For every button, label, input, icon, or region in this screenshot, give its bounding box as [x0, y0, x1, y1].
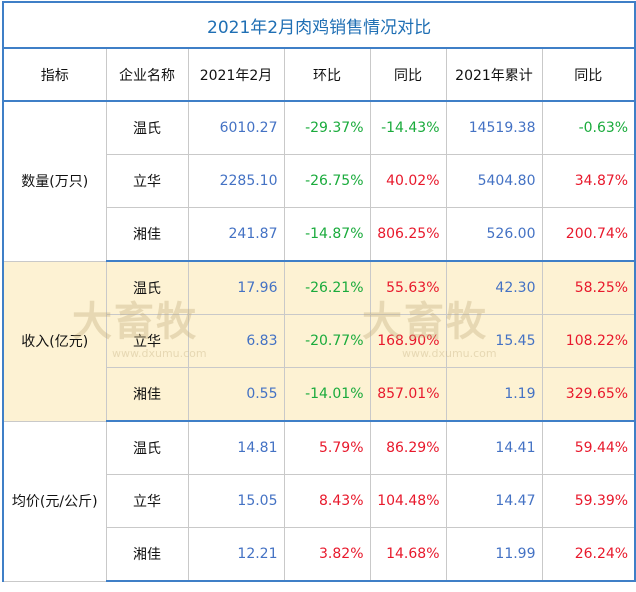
value-cell: 58.25% [541, 260, 636, 315]
header-cell: 指标 [2, 47, 107, 102]
value-cell: 55.63% [369, 260, 447, 315]
value-cell: 14.81 [187, 420, 285, 475]
header-cell: 同比 [369, 47, 447, 102]
data-row: 湘佳 241.87 -14.87% 806.25% 526.00 200.74% [3, 207, 636, 262]
value-cell: 526.00 [445, 207, 543, 262]
data-row: 立华 15.05 8.43% 104.48% 14.47 59.39% [3, 474, 636, 528]
value-cell: 3.82% [283, 527, 371, 582]
header-cell: 同比 [541, 47, 636, 102]
value-cell: 40.02% [369, 154, 447, 208]
data-row: 均价(元/公斤) 温氏 14.81 5.79% 86.29% 14.41 59.44% [2, 420, 636, 582]
value-cell: 15.45 [445, 314, 543, 368]
value-cell: 34.87% [541, 154, 636, 208]
value-cell: -14.01% [283, 367, 371, 422]
header-cell: 环比 [283, 47, 371, 102]
value-cell: -29.37% [283, 100, 371, 155]
value-cell: 86.29% [369, 420, 447, 475]
value-cell: 857.01% [369, 367, 447, 422]
value-cell: -20.77% [283, 314, 371, 368]
value-cell: 108.22% [541, 314, 636, 368]
company-cell: 湘佳 [105, 367, 189, 422]
value-cell: 14519.38 [445, 100, 543, 155]
header-cell: 企业名称 [105, 47, 189, 102]
value-cell: 11.99 [445, 527, 543, 582]
value-cell: 15.05 [187, 474, 285, 528]
group-label: 数量(万只) [2, 100, 107, 262]
value-cell: 17.96 [187, 260, 285, 315]
value-cell: 5404.80 [445, 154, 543, 208]
data-row: 立华 2285.10 -26.75% 40.02% 5404.80 34.87% [3, 154, 636, 208]
value-cell: 241.87 [187, 207, 285, 262]
company-cell: 温氏 [105, 420, 189, 475]
value-cell: -14.43% [369, 100, 447, 155]
value-cell: -26.75% [283, 154, 371, 208]
header-row: 指标 企业名称 2021年2月 环比 同比 2021年累计 同比 [2, 47, 636, 102]
value-cell: 59.39% [541, 474, 636, 528]
data-row: 立华 6.83 -20.77% 168.90% 15.45 108.22% [3, 314, 636, 368]
sales-table: 2021年2月肉鸡销售情况对比 指标 企业名称 2021年2月 环比 同比 2021年累计同… [1, 1, 636, 582]
company-cell: 湘佳 [105, 527, 189, 582]
table-title: 2021年2月肉鸡销售情况对比 [1, 1, 636, 49]
header-cell: 2021年累计 [445, 47, 543, 102]
company-cell: 立华 [105, 314, 189, 368]
value-cell: 14.41 [445, 420, 543, 475]
title-row: 2021年2月肉鸡销售情况对比 [1, 1, 636, 49]
value-cell: -14.87% [283, 207, 371, 262]
company-cell: 湘佳 [105, 207, 189, 262]
value-cell: 42.30 [445, 260, 543, 315]
value-cell: 104.48% [369, 474, 447, 528]
value-cell: 6010.27 [187, 100, 285, 155]
value-cell: -26.21% [283, 260, 371, 315]
data-row: 湘佳 0.55 -14.01% 857.01% 1.19 329.65% [3, 367, 636, 422]
company-cell: 温氏 [105, 100, 189, 155]
data-row: 收入(亿元) 温氏 17.96 -26.21% 55.63% 42.30 58.25% [2, 260, 636, 422]
header-cell: 2021年2月 [187, 47, 285, 102]
company-cell: 立华 [105, 154, 189, 208]
value-cell: 806.25% [369, 207, 447, 262]
value-cell: 2285.10 [187, 154, 285, 208]
company-cell: 温氏 [105, 260, 189, 315]
value-cell: 8.43% [283, 474, 371, 528]
value-cell: 168.90% [369, 314, 447, 368]
value-cell: 329.65% [541, 367, 636, 422]
company-cell: 立华 [105, 474, 189, 528]
group-label: 收入(亿元) [2, 260, 107, 422]
value-cell: 26.24% [541, 527, 636, 582]
value-cell: 5.79% [283, 420, 371, 475]
value-cell: 6.83 [187, 314, 285, 368]
value-cell: -0.63% [541, 100, 636, 155]
data-row: 湘佳 12.21 3.82% 14.68% 11.99 26.24% [3, 527, 636, 582]
value-cell: 59.44% [541, 420, 636, 475]
data-row: 数量(万只) 温氏 6010.27 -29.37% -14.43% 14519.38 -0.… [2, 100, 636, 262]
value-cell: 200.74% [541, 207, 636, 262]
value-cell: 1.19 [445, 367, 543, 422]
group-label: 均价(元/公斤) [2, 420, 107, 582]
value-cell: 12.21 [187, 527, 285, 582]
value-cell: 14.47 [445, 474, 543, 528]
value-cell: 0.55 [187, 367, 285, 422]
value-cell: 14.68% [369, 527, 447, 582]
